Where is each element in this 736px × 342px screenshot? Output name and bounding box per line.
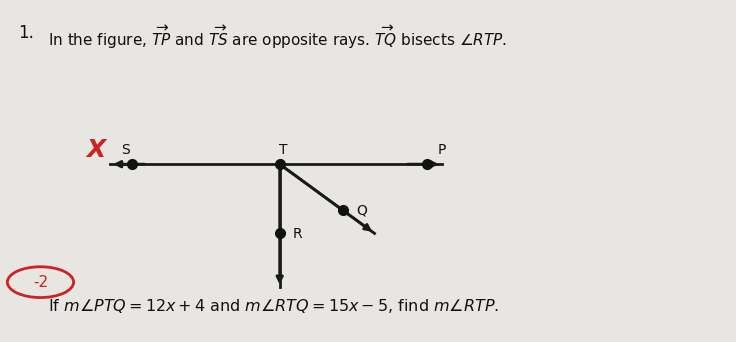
Text: X: X [86, 139, 105, 162]
Text: P: P [437, 143, 446, 157]
Text: Q: Q [356, 203, 367, 217]
Text: S: S [121, 143, 130, 157]
Text: R: R [293, 227, 302, 241]
Text: -2: -2 [33, 275, 48, 290]
Text: T: T [279, 143, 288, 157]
Text: In the figure, $\overrightarrow{TP}$ and $\overrightarrow{TS}$ are opposite rays: In the figure, $\overrightarrow{TP}$ and… [48, 24, 507, 51]
Text: 1.: 1. [18, 24, 35, 42]
Text: If $m\angle PTQ = 12x + 4$ and $m\angle RTQ = 15x - 5$, find $m\angle RTP$.: If $m\angle PTQ = 12x + 4$ and $m\angle … [48, 297, 499, 315]
